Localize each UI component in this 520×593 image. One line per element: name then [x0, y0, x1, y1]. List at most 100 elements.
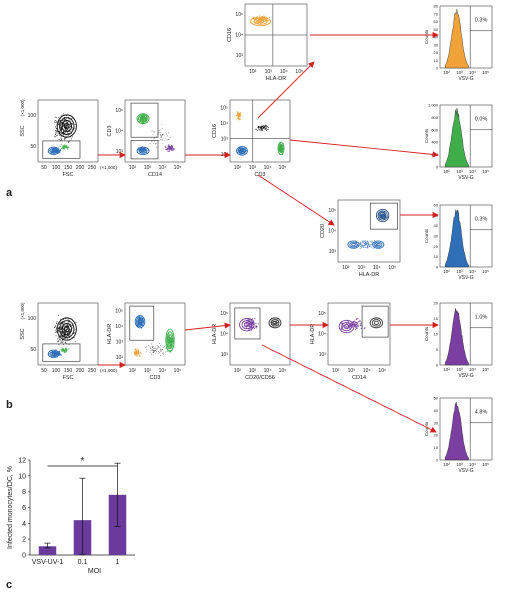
- x-axis-label: FSC: [63, 375, 74, 381]
- x-axis-label: CD14: [352, 375, 366, 381]
- x-tick-label: 10⁴: [469, 367, 476, 372]
- x-tick-label: 10³: [249, 165, 257, 171]
- x-tick-label: 10⁵: [295, 69, 303, 75]
- x-tick-label: 10³: [144, 165, 152, 171]
- x-tick-label: 10²: [332, 368, 340, 374]
- y-axis-label: Infected monocytes/DC, %: [7, 466, 14, 549]
- y-unit-label: (×1,000): [20, 99, 25, 116]
- y-tick-label: 30: [434, 234, 439, 239]
- x-tick-label: 10³: [456, 462, 463, 467]
- x-tick-label: 10⁴: [469, 169, 476, 174]
- histogram-hb1: 1.0% 0 5 10 15 20 10² 10³ 10⁴ 10⁵ VSV-G Counts: [424, 301, 493, 379]
- x-tick-label: 10⁴: [373, 265, 381, 271]
- y-tick-label: 4: [22, 521, 26, 528]
- x-axis-label: MOI: [88, 568, 101, 575]
- x-axis-label: CD14: [148, 172, 162, 178]
- dot-plot-a2: 10² 10³ 10⁴ 10⁵ 10³ 10⁴ 10⁵ CD14 CD3: [107, 99, 186, 178]
- y-tick-label: 10³: [221, 352, 229, 358]
- x-tick-label: 1: [116, 559, 120, 566]
- y-tick-label: 0: [436, 66, 439, 71]
- y-tick-label: 60: [434, 203, 439, 208]
- y-axis-label: CD16: [212, 124, 218, 138]
- x-tick-label: 10²: [443, 367, 450, 372]
- y-tick-label: 10⁵: [220, 105, 228, 111]
- percent-positive-label: 0.3%: [475, 217, 488, 223]
- y-axis-label: SSC: [20, 125, 26, 136]
- y-axis-label: CD16: [227, 28, 233, 42]
- y-tick-label: 0: [22, 553, 26, 560]
- y-axis-label: Counts: [424, 29, 429, 44]
- y-tick-label: 10⁴: [220, 121, 228, 127]
- dot-plot-events: [129, 305, 175, 358]
- x-tick-label: 150: [64, 165, 73, 171]
- y-tick-label: 20: [434, 244, 439, 249]
- x-tick-label: 10²: [234, 165, 242, 171]
- x-tick-label: 10⁴: [159, 368, 167, 374]
- y-tick-label: 12: [18, 458, 26, 465]
- y-tick-label: 10⁵: [318, 311, 326, 317]
- y-tick-label: 10⁵: [235, 12, 243, 18]
- y-tick-label: 10: [434, 254, 439, 259]
- dot-plot-events: [234, 307, 282, 340]
- x-tick-label: 10⁵: [279, 165, 287, 171]
- x-tick-label: 10⁵: [174, 165, 182, 171]
- x-unit-label: (×1,000): [100, 368, 117, 373]
- y-tick-label: 50: [30, 144, 36, 150]
- y-axis-label: HLA-DR: [310, 324, 316, 345]
- panel-label-b: b: [6, 399, 13, 411]
- x-tick-label: 10⁴: [280, 69, 288, 75]
- dot-plot-a5: 10² 10³ 10⁴ 10⁵ 10³ 10⁴ 10⁵ HLA-DR CD20: [320, 199, 401, 278]
- y-tick-label: 50: [30, 347, 36, 353]
- x-tick-label: 10³: [456, 269, 463, 274]
- y-tick-label: 0: [436, 265, 439, 270]
- x-unit-label: (×1,000): [100, 165, 117, 170]
- dot-plot-b4: 10² 10³ 10⁴ 10⁵ 10³ 10⁴ 10⁵ CD14 HLA-DR: [310, 302, 391, 381]
- y-tick-label: 10⁵: [115, 308, 123, 314]
- x-tick-label: 10³: [265, 69, 273, 75]
- x-axis-label: CD3: [149, 375, 160, 381]
- y-tick-label: 6: [22, 505, 26, 512]
- y-tick-label: 10⁴: [115, 129, 123, 135]
- y-tick-label: 0: [436, 363, 439, 368]
- dot-plot-events: [347, 202, 398, 249]
- dot-plot-a1: 50 100 150 200 25050100FSCSSC(×1,000)(×1,000…: [20, 99, 117, 178]
- y-tick-label: 20: [434, 301, 439, 306]
- y-axis-label: SSC: [20, 328, 26, 339]
- dot-plot-events: [338, 305, 389, 338]
- y-tick-label: 40: [434, 223, 439, 228]
- x-tick-label: 10⁴: [469, 70, 476, 75]
- x-tick-label: 10²: [129, 165, 137, 171]
- y-tick-label: 10³: [319, 352, 327, 358]
- y-tick-label: 10: [434, 332, 439, 337]
- x-tick-label: 10³: [348, 368, 356, 374]
- y-tick-label: 10⁵: [328, 208, 336, 214]
- x-tick-label: 250: [88, 165, 97, 171]
- x-tick-label: 10²: [443, 462, 450, 467]
- histogram-hb2: 4.8% 0 10 20 30 40 50 10² 10³ 10⁴ 10⁵ VSV-G Counts: [424, 396, 493, 474]
- gating-arrow: [257, 174, 335, 226]
- dot-plot-events: [42, 314, 81, 362]
- y-tick-label: 70: [434, 11, 439, 16]
- y-unit-label: (×1,000): [20, 302, 25, 319]
- bar: [38, 546, 57, 555]
- y-axis-label: Counts: [424, 228, 429, 243]
- significance-star: *: [81, 456, 85, 467]
- y-tick-label: 10⁴: [235, 33, 243, 39]
- x-tick-label: 10³: [144, 368, 152, 374]
- x-axis-label: VSV-G: [458, 275, 473, 281]
- y-tick-label: 100: [28, 316, 37, 322]
- x-axis-label: VSV-G: [458, 373, 473, 379]
- y-tick-label: 15: [434, 316, 439, 321]
- x-tick-label: 10⁵: [378, 368, 386, 374]
- x-tick-label: 10⁴: [469, 269, 476, 274]
- y-tick-label: 50: [434, 396, 439, 401]
- y-tick-label: 50: [434, 27, 439, 32]
- y-tick-label: 60: [434, 19, 439, 24]
- x-axis-label: HLA-DR: [359, 272, 380, 278]
- x-tick-label: 10⁴: [159, 165, 167, 171]
- x-tick-label: VSV-UV-1: [32, 559, 64, 566]
- x-tick-label: 10⁵: [279, 368, 287, 374]
- panel-label-a: a: [6, 187, 13, 199]
